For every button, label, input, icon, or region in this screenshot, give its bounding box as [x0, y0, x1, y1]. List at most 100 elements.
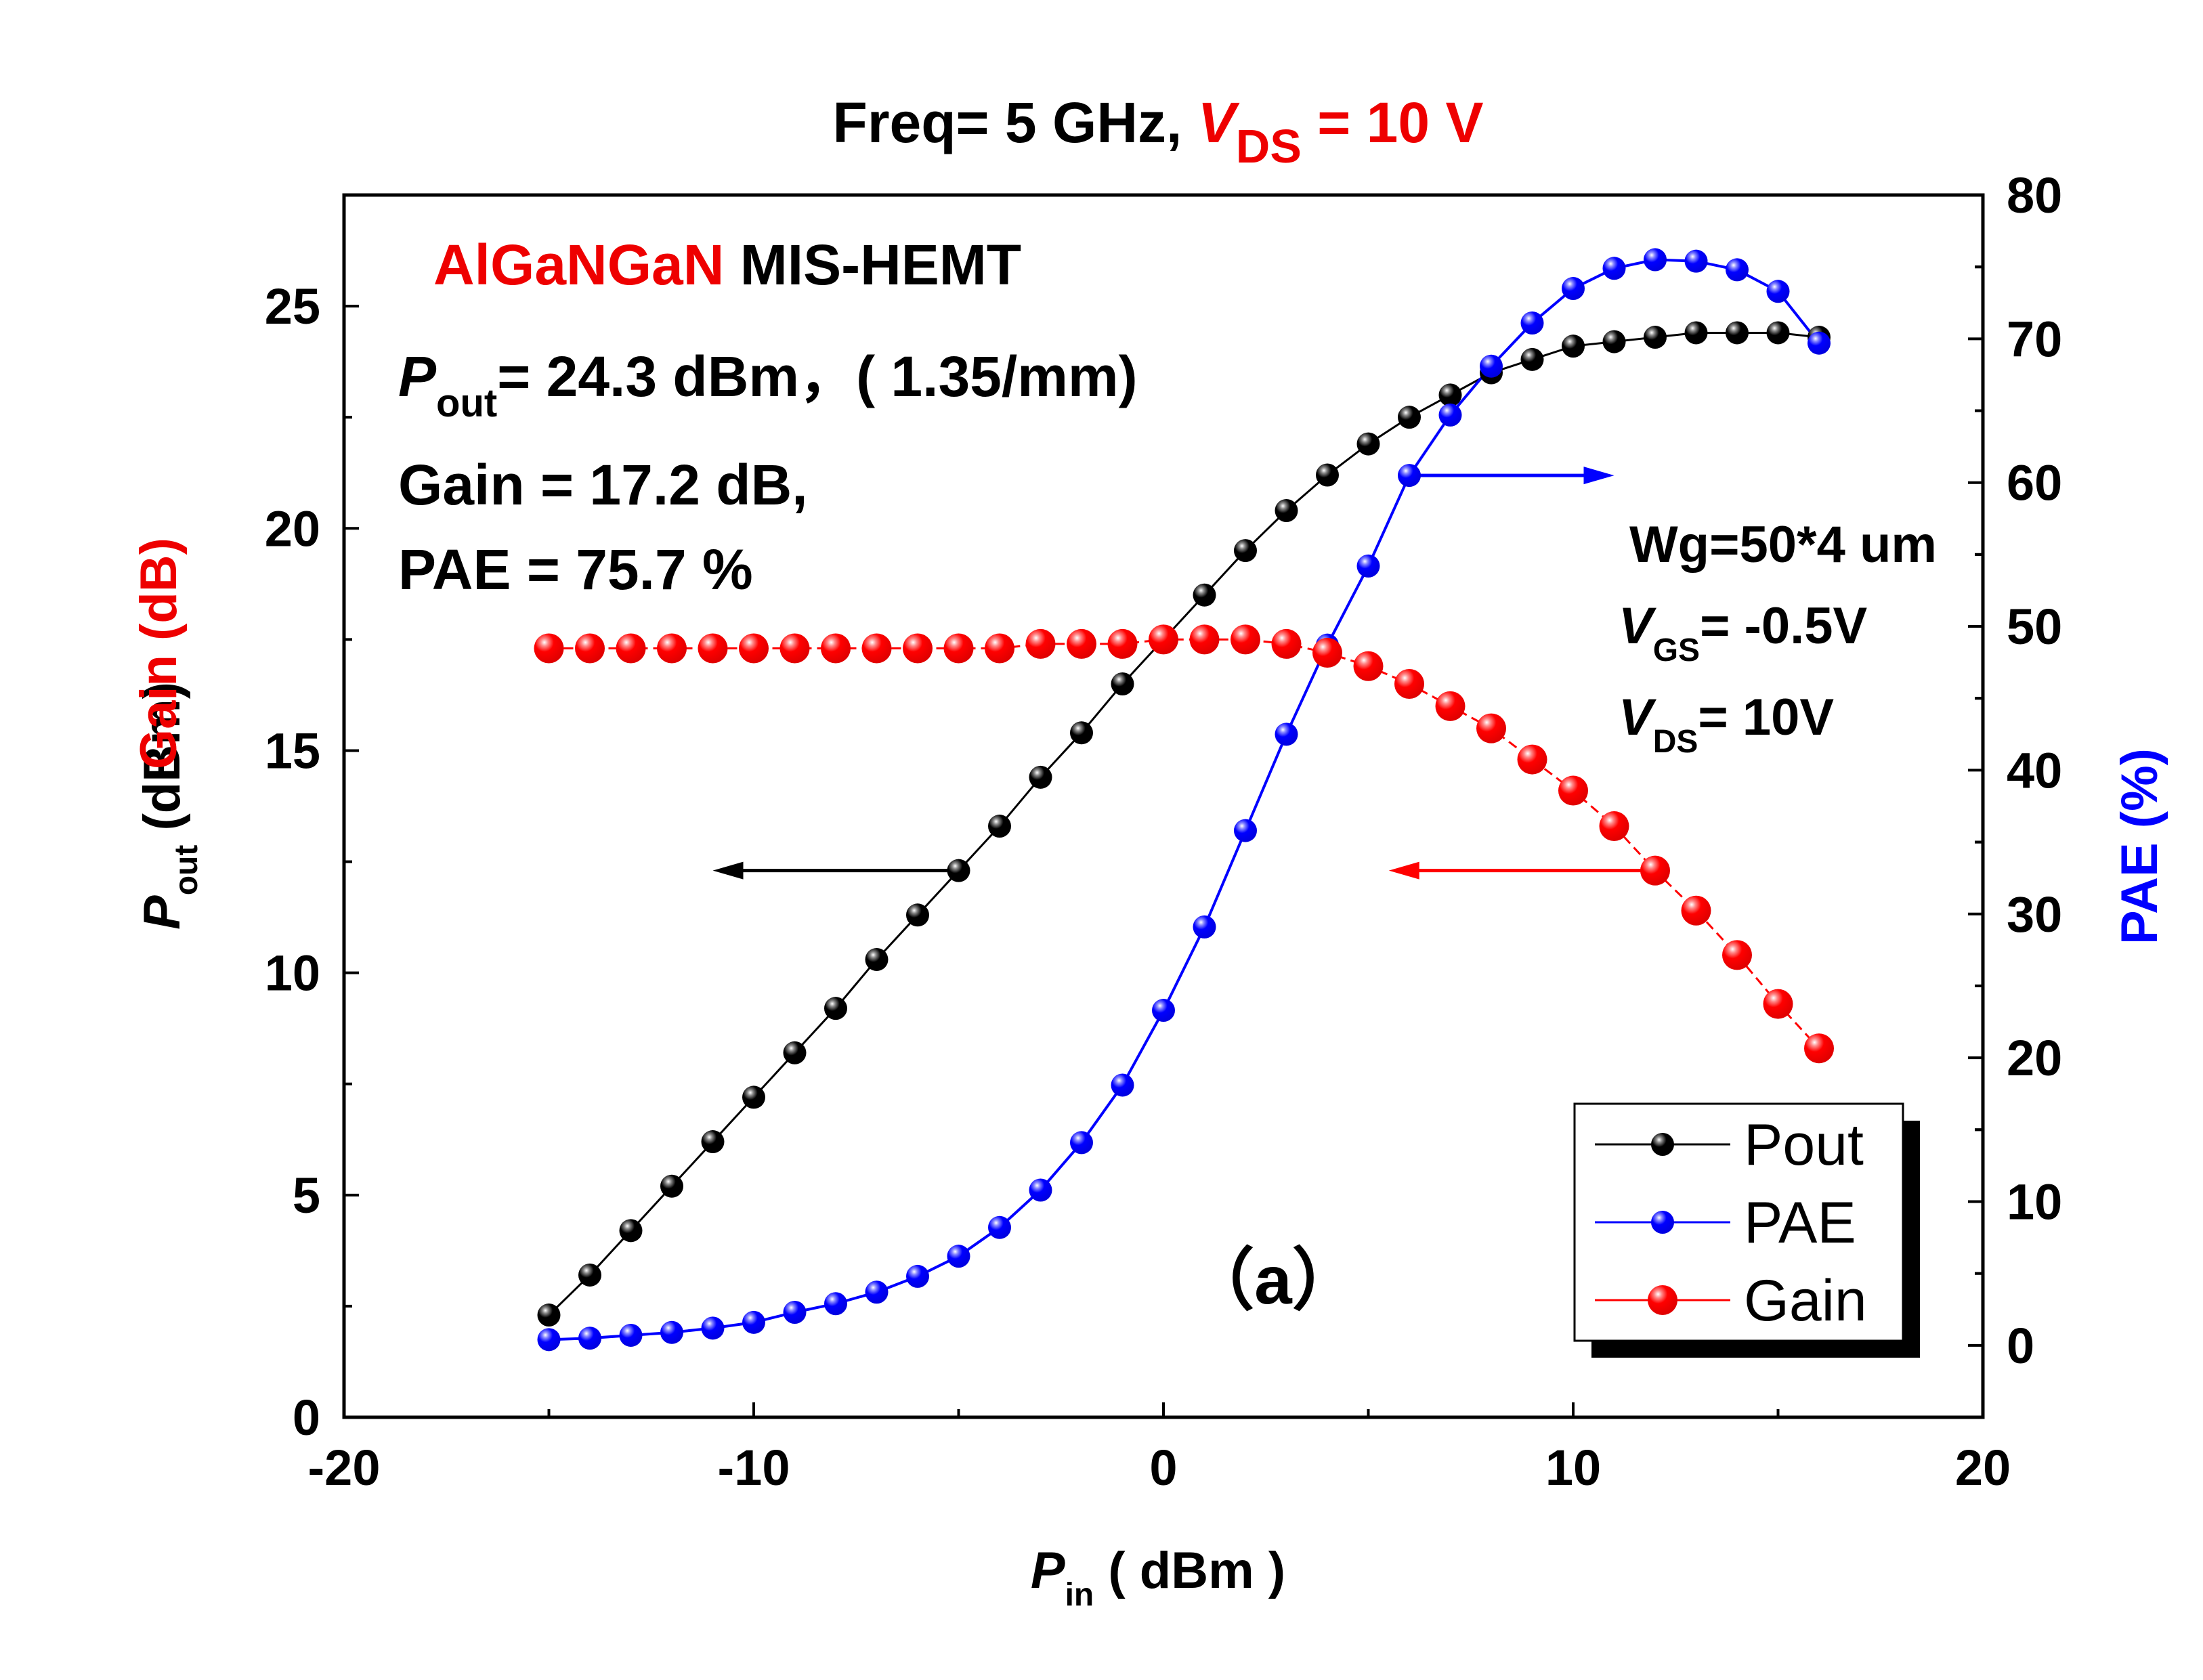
title-vds-sub: DS	[1236, 120, 1302, 173]
pout-annotation-rest: = 24.3 dBm，( 1.35/mm)	[497, 345, 1137, 408]
data-point-pout	[865, 947, 889, 971]
data-point-pout	[1070, 721, 1093, 745]
y-left-tick-label: 25	[265, 278, 320, 335]
y-right-tick-label: 70	[2007, 311, 2062, 367]
gain-annotation: Gain = 17.2 dB,	[398, 453, 808, 517]
y-label-pout-rest: (dBm)	[133, 682, 191, 845]
data-point-pout	[988, 815, 1011, 838]
data-point-gain	[657, 633, 687, 664]
data-point-gain	[779, 633, 810, 664]
data-point-pout	[537, 1304, 561, 1327]
y-left-tick-label: 0	[293, 1390, 320, 1446]
data-point-pae	[947, 1245, 970, 1268]
data-point-pout	[1438, 383, 1462, 407]
data-point-pae	[1644, 248, 1667, 272]
data-point-pout	[1726, 321, 1749, 345]
data-point-pout	[783, 1041, 807, 1064]
data-point-gain	[616, 633, 646, 664]
data-point-pout	[906, 903, 929, 927]
data-point-pout	[1234, 539, 1257, 563]
arrow-gain-head	[1388, 861, 1419, 880]
data-point-gain	[1517, 744, 1547, 775]
data-point-pout	[619, 1219, 643, 1243]
data-point-pae	[1562, 277, 1585, 301]
data-point-pae	[865, 1280, 889, 1304]
data-point-pae	[1808, 331, 1831, 355]
data-point-gain	[739, 633, 769, 664]
data-point-gain	[1476, 713, 1506, 744]
y-left-tick-label: 15	[265, 723, 320, 779]
legend-label-pae: PAE	[1744, 1190, 1856, 1255]
data-point-pae	[1029, 1178, 1052, 1202]
data-point-pout	[1766, 321, 1790, 345]
data-point-pae	[1234, 819, 1257, 842]
data-point-gain	[1558, 775, 1588, 806]
data-point-pae	[537, 1328, 561, 1352]
title-prefix: Freq= 5 GHz,	[833, 91, 1198, 154]
y-right-tick-label: 80	[2007, 167, 2062, 223]
data-point-pae	[1111, 1073, 1134, 1097]
title-vds-value: = 10 V	[1302, 91, 1484, 154]
vds-v: V	[1619, 689, 1656, 746]
data-point-gain	[1231, 624, 1260, 655]
data-point-gain	[1804, 1033, 1834, 1064]
data-point-pout	[1562, 335, 1585, 358]
data-point-pout	[1398, 406, 1421, 429]
data-point-gain	[985, 633, 1014, 664]
data-point-gain	[1149, 624, 1178, 655]
legend: Pout PAE Gain	[1573, 1102, 1920, 1358]
data-point-gain	[821, 633, 851, 664]
data-point-pae	[742, 1310, 765, 1334]
data-point-gain	[1640, 855, 1670, 886]
data-point-pout	[701, 1130, 725, 1154]
data-point-pae	[1684, 249, 1708, 273]
y-left-gain-label: Gain (dB)	[130, 538, 188, 769]
data-point-pae	[1602, 257, 1626, 280]
y-right-tick-label: 10	[2007, 1173, 2062, 1230]
data-point-pae	[1398, 464, 1421, 488]
data-point-pout	[1644, 326, 1667, 349]
data-point-pae	[1275, 723, 1298, 746]
device-label-red: AlGaNGaN	[433, 233, 724, 297]
data-point-pae	[660, 1320, 683, 1344]
data-point-gain	[861, 633, 892, 664]
pout-annotation: Pout= 24.3 dBm，( 1.35/mm)	[398, 345, 1138, 425]
data-point-pae	[1152, 999, 1175, 1022]
data-point-pae	[1480, 354, 1503, 378]
y-right-tick-label: 50	[2007, 599, 2062, 655]
vgs-annotation: VGS= -0.5V	[1619, 597, 1868, 668]
data-point-pout	[1111, 672, 1134, 695]
data-point-gain	[698, 633, 728, 664]
y-left-tick-label: 5	[293, 1167, 320, 1224]
data-point-pae	[988, 1215, 1011, 1239]
y-label-pout-sub: out	[169, 845, 205, 896]
data-point-gain	[903, 633, 933, 664]
x-tick-label: -10	[718, 1440, 790, 1496]
y-right-tick-label: 20	[2007, 1030, 2062, 1086]
data-point-pae	[1520, 311, 1544, 335]
y-left-tick-label: 10	[265, 945, 320, 1001]
data-point-pout	[578, 1263, 601, 1287]
pae-annotation: PAE = 75.7 %	[398, 538, 753, 601]
y-right-tick-label: 40	[2007, 742, 2062, 798]
arrow-pae-head	[1583, 467, 1614, 485]
x-tick-label: 20	[1955, 1440, 2011, 1496]
y-left-tick-label: 20	[265, 500, 320, 557]
data-point-pout	[1520, 347, 1544, 371]
data-point-pout	[947, 859, 970, 882]
data-point-pae	[824, 1292, 847, 1316]
data-point-gain	[1025, 628, 1056, 659]
data-point-pout	[1029, 765, 1052, 789]
data-point-pout	[742, 1085, 765, 1109]
data-point-gain	[1599, 811, 1629, 842]
pout-annotation-sub: out	[436, 381, 497, 425]
legend-label-pout: Pout	[1744, 1113, 1864, 1178]
data-point-gain	[1312, 638, 1342, 668]
data-point-pae	[1438, 403, 1462, 427]
vds-sub: DS	[1653, 724, 1698, 760]
y-right-tick-label: 60	[2007, 455, 2062, 511]
vgs-v: V	[1619, 597, 1656, 655]
data-point-pae	[578, 1327, 601, 1350]
data-point-pae	[1070, 1131, 1093, 1155]
